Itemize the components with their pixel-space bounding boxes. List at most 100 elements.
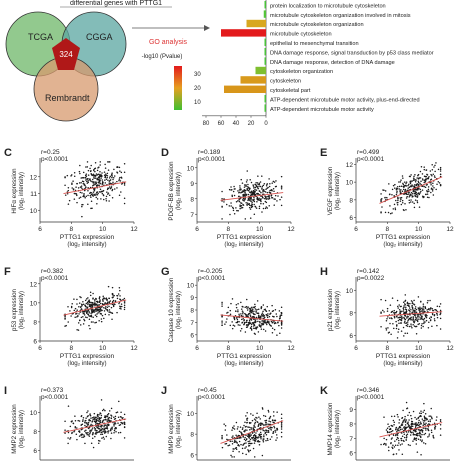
scatter-point <box>98 166 100 168</box>
scatter-point <box>421 178 424 180</box>
scatter-point <box>258 182 261 184</box>
scatter-point <box>405 197 408 199</box>
scatter-point <box>120 303 123 305</box>
scatter-point <box>105 200 108 202</box>
scatter-point <box>272 187 275 190</box>
scatter-point <box>99 182 102 185</box>
scatter-point <box>417 432 419 435</box>
scatter-point <box>263 414 265 417</box>
scatter-point <box>247 449 249 451</box>
scatter-point <box>73 175 76 177</box>
scatter-point <box>106 172 109 175</box>
scatter-point <box>411 192 414 195</box>
go-x-tick-label: 60 <box>218 121 225 127</box>
scatter-point <box>82 203 84 206</box>
scatter-point <box>109 161 111 163</box>
scatter-point <box>262 317 264 320</box>
scatter-point <box>89 194 92 197</box>
scatter-point <box>221 305 223 307</box>
go-legend-tick: 30 <box>194 72 201 78</box>
scatter-point <box>397 331 399 333</box>
scatter-point <box>407 414 409 416</box>
scatter-point <box>276 437 278 439</box>
y-tick-label: 8 <box>190 308 194 315</box>
scatter-point <box>231 321 233 323</box>
scatter-point <box>421 322 423 325</box>
venn-label-cgga: CGGA <box>86 32 113 42</box>
scatter-point <box>433 186 435 189</box>
scatter-point <box>95 417 97 419</box>
scatter-point <box>97 439 100 442</box>
scatter-point <box>280 324 283 326</box>
scatter-point <box>117 293 120 295</box>
scatter-point <box>436 324 438 327</box>
scatter-point <box>246 179 248 181</box>
scatter-point <box>94 299 96 301</box>
scatter-point <box>401 318 403 320</box>
scatter-point <box>250 323 253 325</box>
scatter-point <box>264 330 267 332</box>
scatter-point <box>385 444 387 446</box>
scatter-point <box>123 421 126 423</box>
fit-line <box>63 418 127 433</box>
scatter-point <box>89 294 92 297</box>
scatter-point <box>439 317 442 320</box>
scatter-point <box>254 188 256 191</box>
scatter-point <box>240 308 243 310</box>
scatter-point <box>240 205 243 207</box>
scatter-point <box>416 200 419 202</box>
scatter-point <box>104 182 107 184</box>
scatter-point <box>229 440 232 443</box>
scatter-point <box>64 429 66 431</box>
scatter-point <box>253 418 256 420</box>
scatter-point <box>100 426 102 428</box>
scatter-point <box>255 432 257 434</box>
scatter-point <box>428 196 430 199</box>
scatter-point <box>393 315 396 318</box>
scatter-point <box>428 415 430 417</box>
scatter-point <box>252 414 254 417</box>
scatter-point <box>245 446 247 448</box>
stat-r: r=0.499 <box>357 149 380 156</box>
scatter-point <box>109 182 112 184</box>
scatter-point <box>232 207 235 210</box>
scatter-point <box>86 432 88 435</box>
scatter-point <box>84 177 87 179</box>
scatter-point <box>434 170 436 173</box>
scatter-point <box>116 171 118 173</box>
scatter-point <box>87 410 89 412</box>
scatter-point <box>93 309 95 312</box>
y-tick-label: 8 <box>349 421 353 428</box>
scatter-point <box>106 425 108 428</box>
scatter-point <box>261 187 263 189</box>
scatter-point <box>106 299 108 301</box>
scatter-point <box>93 169 95 172</box>
x-tick-label: 6 <box>38 345 42 352</box>
scatter-point <box>271 182 273 184</box>
scatter-point <box>78 435 81 437</box>
scatter-point <box>122 298 124 301</box>
scatter-point <box>74 420 77 422</box>
scatter-point <box>85 422 87 424</box>
scatter-point <box>123 302 126 304</box>
scatter-point <box>280 421 283 424</box>
scatter-point <box>422 424 424 427</box>
scatter-point <box>246 202 249 204</box>
scatter-point <box>262 304 265 306</box>
scatter-point <box>251 307 253 309</box>
scatter-point <box>257 198 259 201</box>
scatter-point <box>263 438 265 440</box>
scatter-point <box>416 201 419 204</box>
scatter-point <box>424 442 427 445</box>
scatter-point <box>87 431 89 434</box>
scatter-point <box>236 442 238 444</box>
scatter-point <box>89 186 92 189</box>
scatter-point <box>123 304 126 307</box>
scatter-point <box>80 316 83 319</box>
scatter-point <box>254 183 257 186</box>
scatter-point <box>235 304 238 306</box>
scatter-point <box>94 308 97 311</box>
scatter-point <box>405 308 408 311</box>
y-axis-label: MMP14 expression <box>327 402 334 456</box>
scatter-point <box>425 169 428 171</box>
